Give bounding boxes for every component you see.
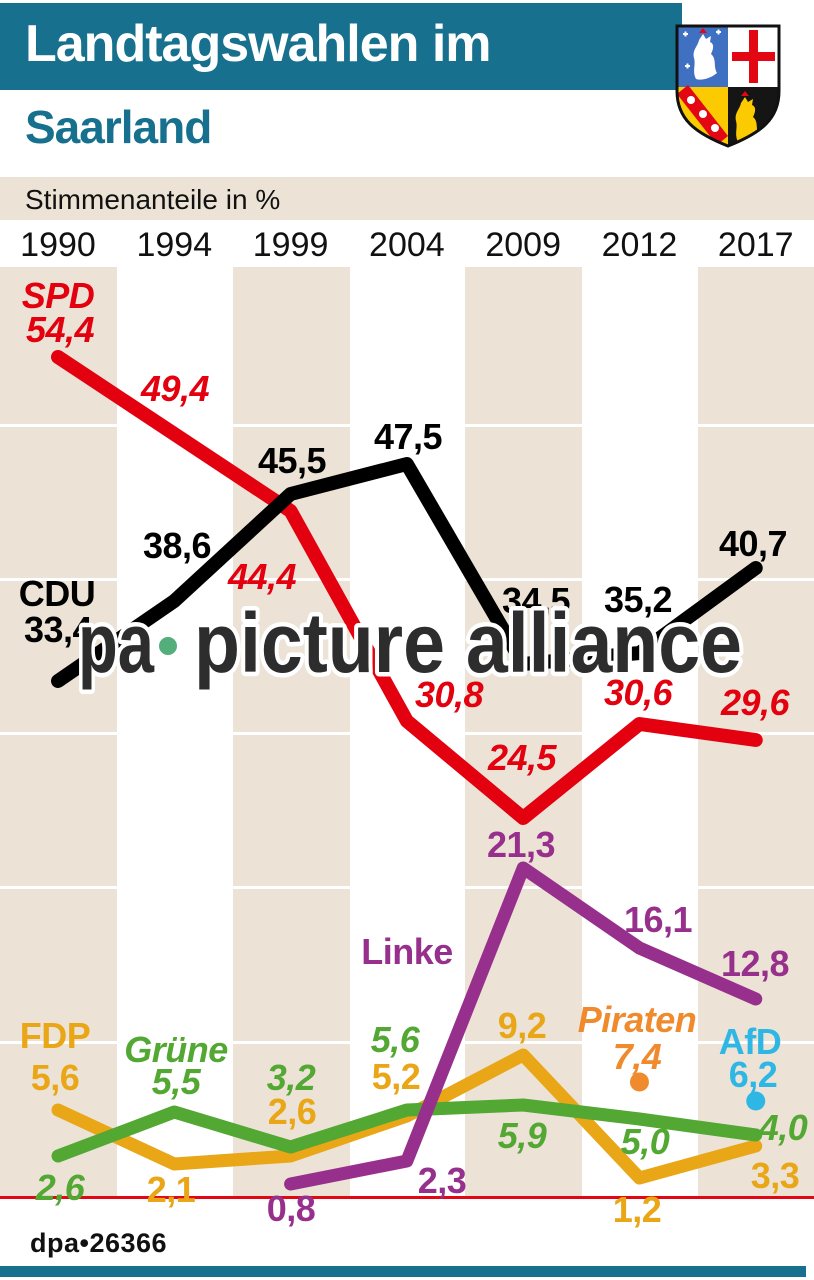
- value-label-AfD-6,2: 6,2: [728, 1054, 778, 1095]
- value-label-FDP-2,6: 2,6: [267, 1091, 317, 1132]
- value-label-FDP-1,2: 1,2: [612, 1189, 662, 1230]
- gridline-10-percent: [0, 1040, 814, 1044]
- line-SPD: [51, 350, 763, 825]
- header-bar: [0, 3, 682, 90]
- year-label-2009: 2009: [485, 226, 561, 264]
- line-Grüne: [51, 1098, 763, 1163]
- value-label-Grüne-5,9: 5,9: [497, 1115, 547, 1156]
- value-label-Linke-12,8: 12,8: [720, 943, 790, 984]
- value-label-Grüne-5,0: 5,0: [620, 1121, 670, 1162]
- party-label-CDU: CDU: [18, 573, 96, 614]
- footer-bar: [0, 1266, 806, 1277]
- zero-percent-axis-line: [0, 1196, 814, 1199]
- value-label-SPD-44,4: 44,4: [227, 556, 297, 597]
- value-label-CDU-38,6: 38,6: [142, 525, 212, 566]
- gridline-20-percent: [0, 886, 814, 890]
- value-label-SPD-49,4: 49,4: [140, 368, 210, 409]
- line-CDU: [51, 457, 763, 688]
- party-label-FDP: FDP: [19, 1015, 91, 1056]
- party-label-Piraten: Piraten: [577, 999, 697, 1040]
- year-label-2017: 2017: [717, 226, 794, 264]
- value-label-FDP-5,2: 5,2: [371, 1056, 421, 1097]
- party-label-Linke: Linke: [361, 931, 453, 972]
- chart-subtitle: Stimmenanteile in %: [25, 184, 281, 215]
- party-label-AfD: AfD: [718, 1021, 782, 1062]
- value-label-CDU-35,2: 35,2: [603, 579, 673, 620]
- gridline-30-percent: [0, 732, 814, 736]
- page-title: Landtagswahlen im: [25, 15, 492, 73]
- value-label-Grüne-3,2: 3,2: [266, 1057, 316, 1098]
- value-label-CDU-45,5: 45,5: [257, 440, 327, 481]
- value-label-Grüne-5,5: 5,5: [151, 1061, 201, 1102]
- value-label-FDP-2,1: 2,1: [146, 1169, 196, 1210]
- palatinate-lion: [735, 91, 759, 143]
- value-label-Grüne-5,6: 5,6: [370, 1019, 420, 1060]
- value-label-Linke-0,8: 0,8: [266, 1188, 316, 1229]
- value-label-CDU-47,5: 47,5: [373, 416, 443, 457]
- value-label-Piraten-7,4: 7,4: [612, 1036, 662, 1077]
- nassau-lion: [683, 28, 721, 80]
- gridline-40-percent: [0, 577, 814, 581]
- value-label-SPD-54,4: 54,4: [25, 309, 95, 350]
- value-label-SPD-24,5: 24,5: [487, 737, 557, 778]
- year-label-1999: 1999: [252, 226, 329, 264]
- value-label-CDU-33,4: 33,4: [23, 609, 93, 650]
- gridline-50-percent: [0, 423, 814, 427]
- value-label-SPD-29,6: 29,6: [720, 682, 790, 723]
- value-label-Grüne-2,6: 2,6: [35, 1167, 85, 1208]
- page-subtitle-region: Saarland: [25, 101, 212, 153]
- value-label-CDU-34,5: 34,5: [501, 580, 571, 621]
- value-label-FDP-3,3: 3,3: [750, 1155, 800, 1196]
- value-label-Grüne-4,0: 4,0: [758, 1107, 808, 1148]
- saarland-coat-of-arms: [675, 24, 781, 148]
- year-label-2012: 2012: [601, 226, 678, 264]
- point-AfD: [746, 1091, 766, 1111]
- source-credit: dpa•26366: [30, 1228, 168, 1258]
- value-label-CDU-40,7: 40,7: [718, 523, 788, 564]
- value-label-Linke-21,3: 21,3: [486, 824, 556, 865]
- year-label-2004: 2004: [369, 226, 445, 264]
- shield-outline: [675, 24, 781, 148]
- party-label-SPD: SPD: [21, 275, 95, 316]
- value-label-FDP-5,6: 5,6: [30, 1057, 80, 1098]
- value-label-SPD-30,8: 30,8: [414, 674, 484, 715]
- lorraine-bend: [677, 85, 728, 145]
- year-label-1990: 1990: [20, 226, 96, 264]
- value-label-Linke-2,3: 2,3: [417, 1160, 467, 1201]
- trier-cross: [732, 30, 775, 83]
- year-label-1994: 1994: [136, 226, 213, 264]
- subtitle-strip: Stimmenanteile in %: [0, 177, 814, 220]
- value-label-FDP-9,2: 9,2: [497, 1005, 547, 1046]
- value-label-Linke-16,1: 16,1: [623, 899, 693, 940]
- party-label-Grüne: Grüne: [124, 1029, 228, 1070]
- value-label-SPD-30,6: 30,6: [603, 672, 673, 713]
- line-Linke: [284, 861, 763, 1191]
- point-Piraten: [629, 1072, 649, 1092]
